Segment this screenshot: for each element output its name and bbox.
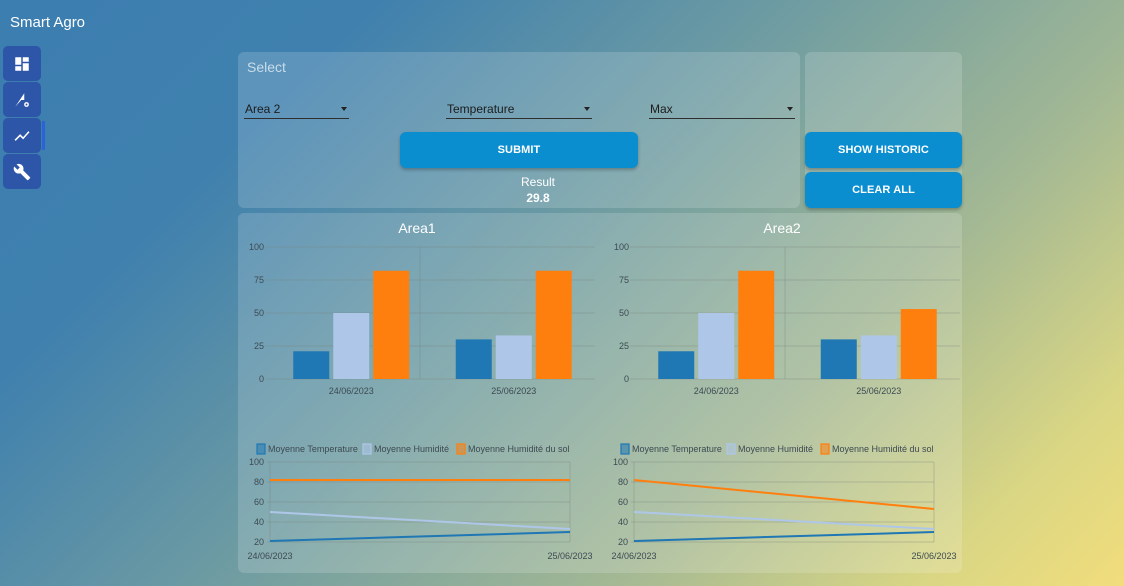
aggregate-select[interactable]: Max [649,100,795,119]
app-title: Smart Agro [10,14,86,31]
area-select[interactable]: Area 2 [244,100,349,119]
charts-panel [238,213,962,573]
result-label: Result [520,175,555,189]
chevron-down-icon [341,107,347,111]
area-select-value: Area 2 [245,102,281,116]
nav-dashboard-button[interactable] [3,46,41,81]
clear-all-button[interactable]: CLEAR ALL [805,172,962,208]
metric-select-value: Temperature [447,102,515,116]
settings-sensor-icon [15,92,29,107]
submit-button[interactable]: SUBMIT [400,132,638,168]
trend-chart-icon [14,130,30,141]
chart-title-area1: Area1 [398,220,436,236]
nav-config-button[interactable] [3,82,41,117]
nav-tools-button[interactable] [3,154,41,189]
aggregate-select-value: Max [650,102,673,116]
nav-charts-button[interactable] [3,118,45,153]
sidebar [3,46,45,190]
panel-title: Select [247,59,286,75]
select-panel: Select [238,52,800,208]
show-historic-button[interactable]: SHOW HISTORIC [805,132,962,168]
chart-title-area2: Area2 [763,220,801,236]
metric-select[interactable]: Temperature [446,100,592,119]
wrench-icon [13,163,31,180]
chevron-down-icon [787,107,793,111]
result-value: 29.8 [526,191,550,205]
dashboard-icon [15,56,29,71]
chevron-down-icon [584,107,590,111]
